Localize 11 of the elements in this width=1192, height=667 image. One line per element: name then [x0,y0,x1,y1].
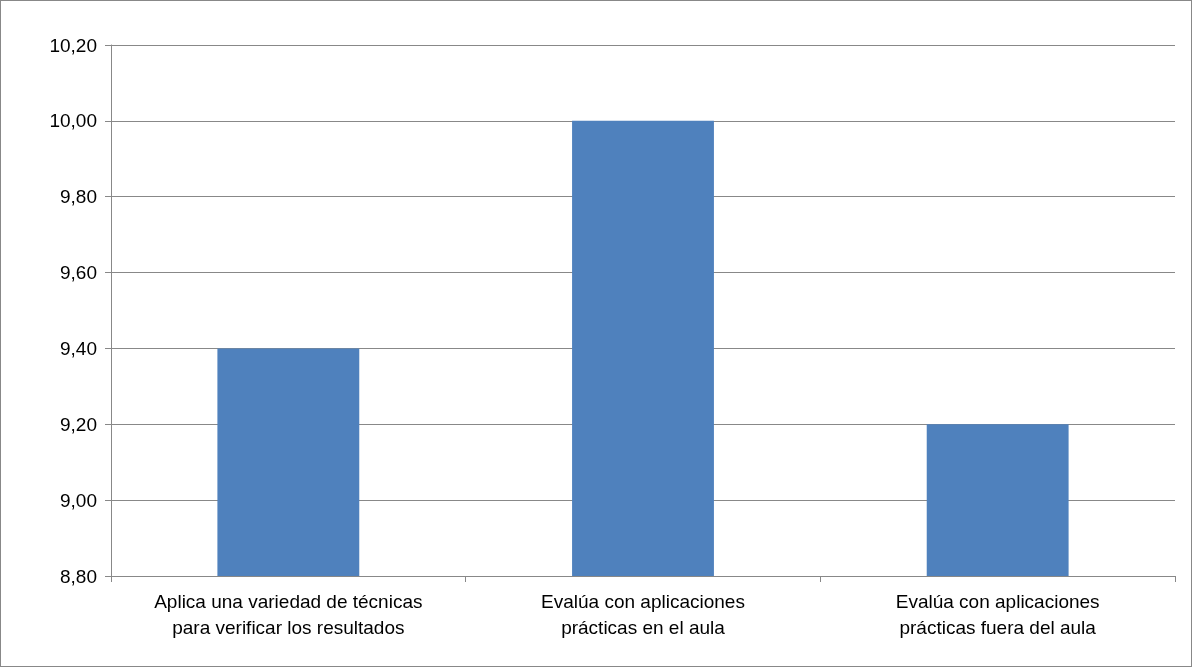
y-tick-label: 9,80 [60,186,97,208]
x-tick-label: Evalúa con aplicaciones prácticas en el aula [541,590,745,638]
y-tick-label: 10,20 [49,34,97,56]
x-tick-label: Evalúa con aplicaciones prácticas fuera del aula [895,590,1100,638]
y-tick-label: 9,60 [60,262,97,284]
y-tick-label: 9,40 [60,337,97,359]
y-tick-label: 9,00 [60,489,97,511]
x-tick-label: Aplica una variedad de técnicas para verificar los resultados [154,590,423,638]
y-tick-label: 8,80 [60,565,97,587]
y-tick-label: 9,20 [60,413,97,435]
y-tick-label: 10,00 [49,110,97,132]
